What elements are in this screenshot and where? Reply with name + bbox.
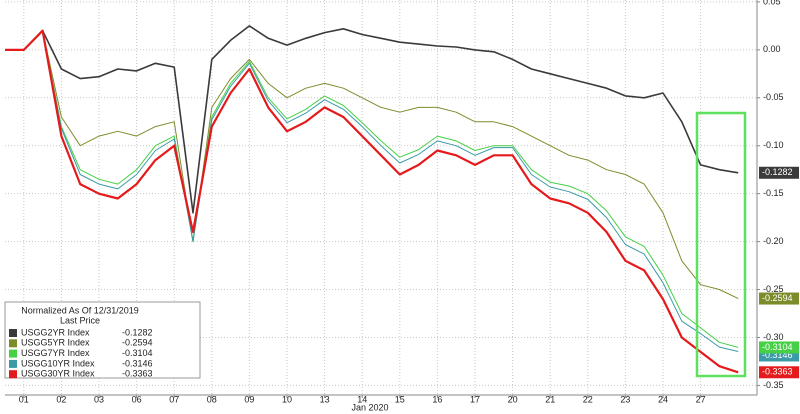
y-tick-label: -0.20 xyxy=(763,236,784,246)
x-tick-label: 07 xyxy=(169,394,179,404)
y-tick-label: -0.05 xyxy=(763,92,784,102)
x-tick-label: 01 xyxy=(19,394,29,404)
legend-value: -0.3363 xyxy=(122,369,153,379)
last-price-tag xyxy=(759,292,799,305)
last-price-label: -0.3363 xyxy=(762,367,793,377)
x-tick-label: 10 xyxy=(282,394,292,404)
legend-label: USGG7YR Index xyxy=(21,348,90,358)
x-tick-label: 27 xyxy=(696,394,706,404)
last-price-tag xyxy=(759,366,799,379)
y-tick-label: 0.00 xyxy=(763,44,781,54)
legend-swatch xyxy=(9,329,17,337)
x-tick-label: 06 xyxy=(132,394,142,404)
y-tick-label: -0.10 xyxy=(763,140,784,150)
legend-value: -0.1282 xyxy=(122,327,153,337)
legend-label: USGG10YR Index xyxy=(21,358,95,368)
series-line xyxy=(5,25,739,214)
x-tick-label: 16 xyxy=(432,394,442,404)
legend-label: USGG30YR Index xyxy=(21,369,95,379)
y-tick-label: -0.25 xyxy=(763,284,784,294)
x-tick-label: 03 xyxy=(94,394,104,404)
y-tick-label: -0.15 xyxy=(763,188,784,198)
legend-swatch xyxy=(9,359,17,368)
last-price-label: -0.2594 xyxy=(762,293,793,303)
x-tick-label: 20 xyxy=(508,394,518,404)
x-tick-label: 21 xyxy=(545,394,555,404)
legend-value: -0.2594 xyxy=(122,338,153,348)
series-line xyxy=(5,30,739,300)
x-tick-label: 17 xyxy=(470,394,480,404)
x-tick-label: 09 xyxy=(244,394,254,404)
y-tick-label: -0.30 xyxy=(763,332,784,342)
series-line xyxy=(5,30,739,348)
x-tick-label: 13 xyxy=(320,394,330,404)
x-tick-label: 22 xyxy=(583,394,593,404)
legend-value: -0.3146 xyxy=(122,358,153,368)
last-price-label: -0.1282 xyxy=(762,167,793,177)
x-axis-label: Jan 2020 xyxy=(351,402,388,412)
x-tick-label: 14 xyxy=(357,394,367,404)
legend-value: -0.3104 xyxy=(122,348,153,358)
last-price-label: -0.3104 xyxy=(762,342,793,352)
legend: Normalized As Of 12/31/2019 Last Price U… xyxy=(4,301,201,379)
legend-label: USGG2YR Index xyxy=(21,327,90,337)
legend-swatch xyxy=(9,370,17,379)
legend-subtitle: Last Price xyxy=(60,315,100,325)
series-line xyxy=(5,30,739,352)
x-tick-label: 02 xyxy=(56,394,66,404)
last-price-label: -0.3146 xyxy=(762,350,793,360)
lines xyxy=(5,25,739,374)
series-line xyxy=(5,29,739,374)
x-tick-label: 08 xyxy=(207,394,217,404)
last-price-tag xyxy=(759,341,799,354)
highlight-box xyxy=(695,111,747,378)
legend-swatch xyxy=(9,339,17,348)
last-price-tag xyxy=(759,166,799,179)
x-tick-label: 24 xyxy=(658,394,668,404)
legend-title: Normalized As Of 12/31/2019 xyxy=(21,305,139,315)
x-tick-label: 15 xyxy=(395,394,405,404)
legend-box xyxy=(4,301,201,379)
x-tick-label: 23 xyxy=(620,394,630,404)
y-tick-label: 0.05 xyxy=(763,0,781,6)
legend-swatch xyxy=(9,349,17,358)
y-tick-label: -0.35 xyxy=(763,380,784,390)
legend-label: USGG5YR Index xyxy=(21,338,90,348)
